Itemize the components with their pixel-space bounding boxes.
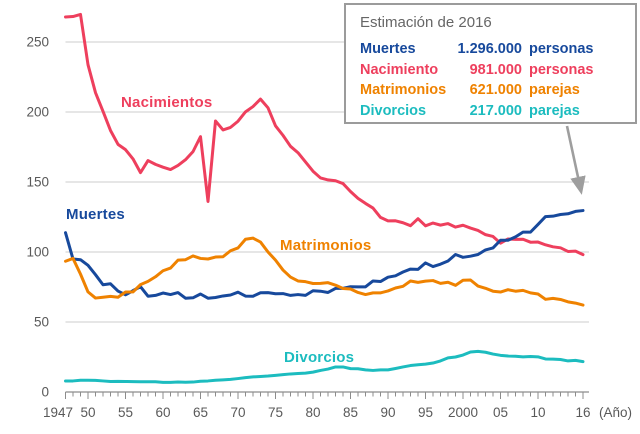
x-tick-label: 65 (193, 405, 208, 420)
legend-row-matrimonios: Matrimonios 621.000 parejas (360, 80, 635, 101)
series-label-matrimonios: Matrimonios (280, 237, 372, 254)
y-tick-label: 0 (41, 385, 49, 400)
y-tick-label: 150 (26, 175, 49, 190)
legend-row-muertes: Muertes 1.296.000 personas (360, 39, 635, 60)
legend-label: Nacimiento (360, 61, 439, 78)
legend-label: Muertes (360, 41, 416, 57)
legend-value: 1.296.000 (457, 41, 522, 57)
x-tick-label: 05 (493, 405, 508, 420)
x-tick-label: 55 (118, 405, 133, 420)
x-tick-label: 10 (530, 405, 545, 420)
legend-value: 217.000 (469, 102, 522, 119)
series-line-nacimientos (64, 12, 585, 257)
legend-unit: parejas (529, 102, 580, 119)
legend-unit: personas (529, 41, 594, 57)
legend-value: 981.000 (469, 61, 522, 78)
y-tick-label: 50 (34, 315, 49, 330)
legend-row-nacimiento: Nacimiento 981.000 personas (360, 60, 635, 81)
legend-label: Divorcios (360, 102, 427, 119)
x-tick-label: 85 (343, 405, 358, 420)
series-label-nacimientos: Nacimientos (121, 94, 213, 111)
x-tick-label: 16 (575, 405, 590, 420)
y-tick-label: 200 (26, 105, 49, 120)
legend-title: Estimación de 2016 (360, 14, 492, 31)
series-label-muertes: Muertes (66, 206, 125, 223)
legend-value: 621.000 (469, 82, 522, 98)
legend-unit: personas (529, 61, 594, 78)
series-line-matrimonios (64, 236, 585, 307)
series-line-muertes (64, 209, 585, 300)
x-tick-label: 1947 (43, 405, 73, 420)
x-tick-label: 80 (305, 405, 320, 420)
legend-box: Estimación de 2016 Muertes 1.296.000 per… (344, 3, 637, 124)
x-tick-label: 90 (380, 405, 395, 420)
series-line-divorcios (64, 349, 585, 384)
legend-unit: parejas (529, 82, 580, 98)
x-tick-label: 60 (155, 405, 170, 420)
series-label-divorcios: Divorcios (284, 349, 355, 366)
legend-row-divorcios: Divorcios 217.000 parejas (360, 101, 635, 122)
x-tick-label: 50 (80, 405, 95, 420)
y-tick-label: 100 (26, 245, 49, 260)
legend-label: Matrimonios (360, 82, 447, 98)
x-tick-label: 70 (230, 405, 245, 420)
y-tick-label: 250 (26, 35, 49, 50)
x-tick-label: 75 (268, 405, 283, 420)
legend-arrow (565, 125, 586, 195)
x-axis-unit-label: (Año) (599, 405, 632, 420)
x-tick-label: 2000 (448, 405, 478, 420)
x-tick-label: 95 (418, 405, 433, 420)
